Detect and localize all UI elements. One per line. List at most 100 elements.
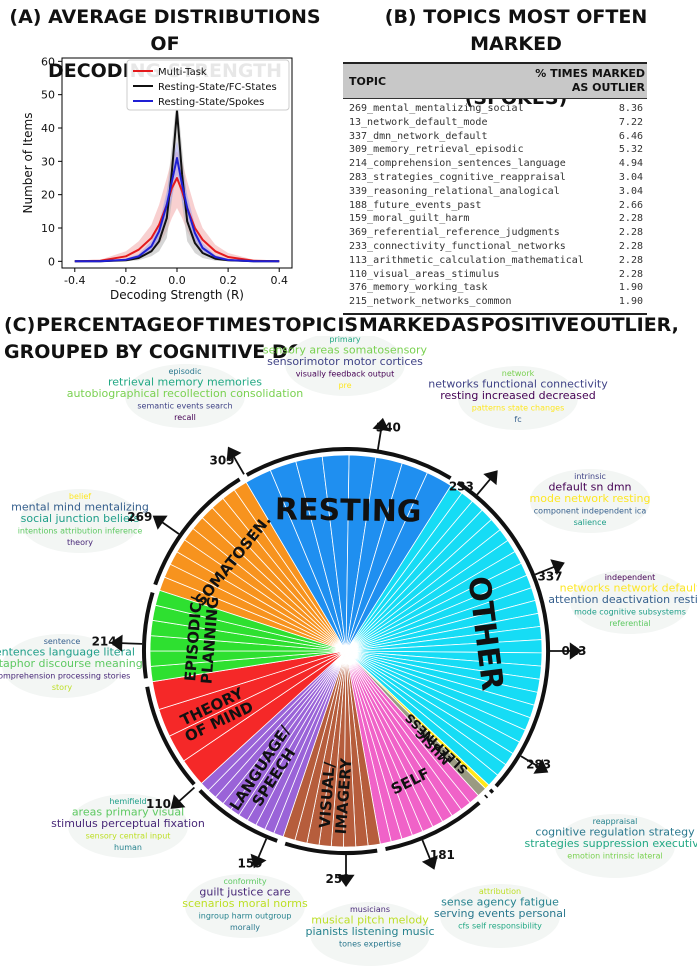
pct-cell: 2.28 bbox=[618, 227, 643, 239]
table-row: 110_visual_areas_stimulus 2.28 bbox=[343, 268, 647, 282]
word-cloud-shape bbox=[570, 570, 690, 634]
pct-cell: 2.28 bbox=[618, 268, 643, 280]
word-cloud-text: component independent ica bbox=[534, 507, 647, 516]
word-cloud-shape bbox=[530, 469, 650, 533]
outlier-label: 233 bbox=[449, 480, 474, 494]
series-line bbox=[74, 110, 280, 263]
outlier-label: 214 bbox=[92, 634, 117, 648]
title-word: OF bbox=[176, 314, 206, 336]
pct-cell: 2.28 bbox=[618, 213, 643, 225]
panel-c-title: (C) PERCENTAGE OF TIMES TOPIC IS MARKED AS POSIT… bbox=[4, 312, 694, 366]
word-cloud-text: retrieval memory memories bbox=[108, 376, 262, 389]
table-body: 269_mental_mentalizing_social 8.36 13_netw… bbox=[343, 99, 647, 313]
word-cloud-text: social junction beliefs bbox=[21, 512, 140, 525]
topic-cell: 337_dmn_network_default bbox=[349, 130, 488, 142]
table-row: 13_network_default_mode 7.22 bbox=[343, 116, 647, 130]
word-cloud-shape bbox=[125, 364, 245, 428]
topic-cell: 376_memory_working_task bbox=[349, 282, 488, 294]
word-cloud-text: sentences language literal bbox=[0, 646, 135, 659]
title-word: MARKED bbox=[358, 314, 451, 336]
word-cloud-shape bbox=[20, 489, 140, 553]
word-cloud-text: resting increased decreased bbox=[440, 389, 596, 402]
y-tick-label: 40 bbox=[41, 122, 55, 135]
word-cloud-text: recall bbox=[174, 413, 196, 422]
pct-cell: 6.46 bbox=[618, 130, 643, 142]
topic-cell: 339_reasoning_relational_analogical bbox=[349, 185, 560, 197]
word-cloud-text: mental mind mentalizing bbox=[11, 501, 149, 514]
topic-cell: 159_moral_guilt_harm bbox=[349, 213, 470, 225]
word-cloud-text: conformity bbox=[223, 877, 266, 886]
x-axis-label: Decoding Strength (R) bbox=[110, 288, 244, 302]
word-cloud-text: mode network resting bbox=[530, 492, 651, 505]
table-row: 369_referential_reference_judgments 2.28 bbox=[343, 226, 647, 240]
outlier-label: 110 bbox=[146, 797, 171, 811]
word-cloud-shape bbox=[440, 884, 560, 948]
title-word: POSITIVE bbox=[480, 314, 580, 336]
series-line bbox=[74, 177, 280, 263]
arrow-head bbox=[170, 794, 186, 809]
word-cloud-text: human bbox=[114, 843, 142, 852]
confidence-band bbox=[74, 94, 280, 262]
column-topic-header: TOPIC bbox=[349, 75, 387, 88]
arrow-head bbox=[337, 874, 355, 887]
legend-entry: Resting-State/FC-States bbox=[158, 82, 277, 93]
outlier-label: 259 bbox=[325, 872, 350, 886]
topic-cell: 214_comprehension_sentences_language bbox=[349, 158, 566, 170]
pct-cell: 4.94 bbox=[618, 158, 643, 170]
y-tick-label: 20 bbox=[41, 189, 55, 202]
topic-cell: 13_network_default_mode bbox=[349, 116, 488, 128]
word-cloud-text: tones expertise bbox=[339, 940, 401, 949]
x-tick-label: 0.0 bbox=[168, 274, 186, 287]
outlier-arrows: 340 233 337 013 283 181 259 159 110 214 269 309 bbox=[92, 417, 587, 887]
word-cloud-shape bbox=[458, 366, 578, 430]
ring-segment bbox=[484, 794, 489, 799]
outlier-label: 159 bbox=[237, 857, 262, 871]
topic-cell: 269_mental_mentalizing_social bbox=[349, 103, 524, 114]
panel-c-title-line1: (C) PERCENTAGE OF TIMES TOPIC IS MARKED AS POSIT… bbox=[4, 312, 679, 339]
word-cloud-text: pre bbox=[338, 381, 351, 390]
word-cloud-text: metaphor discourse meaning bbox=[0, 657, 143, 670]
ring-segment bbox=[456, 481, 551, 788]
arrow-head bbox=[533, 758, 549, 774]
axes: 0 10 20 30 40 50 60 -0.4 -0.2 0.0 0.2 0.4 Decoding S… bbox=[21, 55, 293, 302]
word-cloud-text: mode cognitive subsystems bbox=[574, 608, 686, 617]
pct-cell: 2.66 bbox=[618, 199, 643, 211]
ring-segment bbox=[198, 789, 278, 843]
ring-segment bbox=[284, 841, 378, 855]
ring-segment bbox=[145, 686, 196, 786]
table-row: 188_future_events_past 2.66 bbox=[343, 199, 647, 213]
word-cloud-text: referential bbox=[609, 619, 650, 628]
word-cloud-text: comprehension processing stories bbox=[0, 672, 130, 681]
pct-cell: 3.04 bbox=[618, 171, 643, 183]
word-cloud-text: cfs self responsibility bbox=[458, 922, 542, 931]
word-cloud-text: sensory central input bbox=[86, 832, 171, 841]
word-cloud-text: story bbox=[52, 683, 72, 692]
decoding-strength-chart: 0 10 20 30 40 50 60 -0.4 -0.2 0.0 0.2 0.4 Decoding S… bbox=[21, 55, 293, 302]
table-row: 283_strategies_cognitive_reappraisal 3.04 bbox=[343, 171, 647, 185]
pie-wedge bbox=[154, 589, 347, 652]
y-tick-label: 30 bbox=[41, 155, 55, 168]
word-cloud-text: independent bbox=[605, 573, 656, 582]
outlier-label: 337 bbox=[537, 570, 562, 584]
topic-cell: 309_memory_retrieval_episodic bbox=[349, 144, 524, 156]
title-word: OUTLIER, bbox=[579, 314, 679, 336]
series-line bbox=[74, 157, 280, 263]
legend: Multi-Task Resting-State/FC-States Resting… bbox=[126, 59, 290, 111]
topic-cell: 110_visual_areas_stimulus bbox=[349, 268, 500, 280]
word-cloud-text: networks network default bbox=[560, 582, 697, 595]
legend-entry: Multi-Task bbox=[158, 67, 207, 78]
column-pct-header: % TIMES MARKED AS OUTLIER bbox=[505, 67, 645, 95]
pct-cell: 2.28 bbox=[618, 240, 643, 252]
arrow-head bbox=[550, 559, 565, 576]
word-cloud-text: reappraisal bbox=[593, 817, 638, 826]
word-cloud-text: attribution bbox=[479, 887, 521, 896]
title-word: TIMES bbox=[206, 314, 272, 336]
y-tick-label: 60 bbox=[41, 55, 55, 68]
word-cloud-text: salience bbox=[574, 518, 607, 527]
